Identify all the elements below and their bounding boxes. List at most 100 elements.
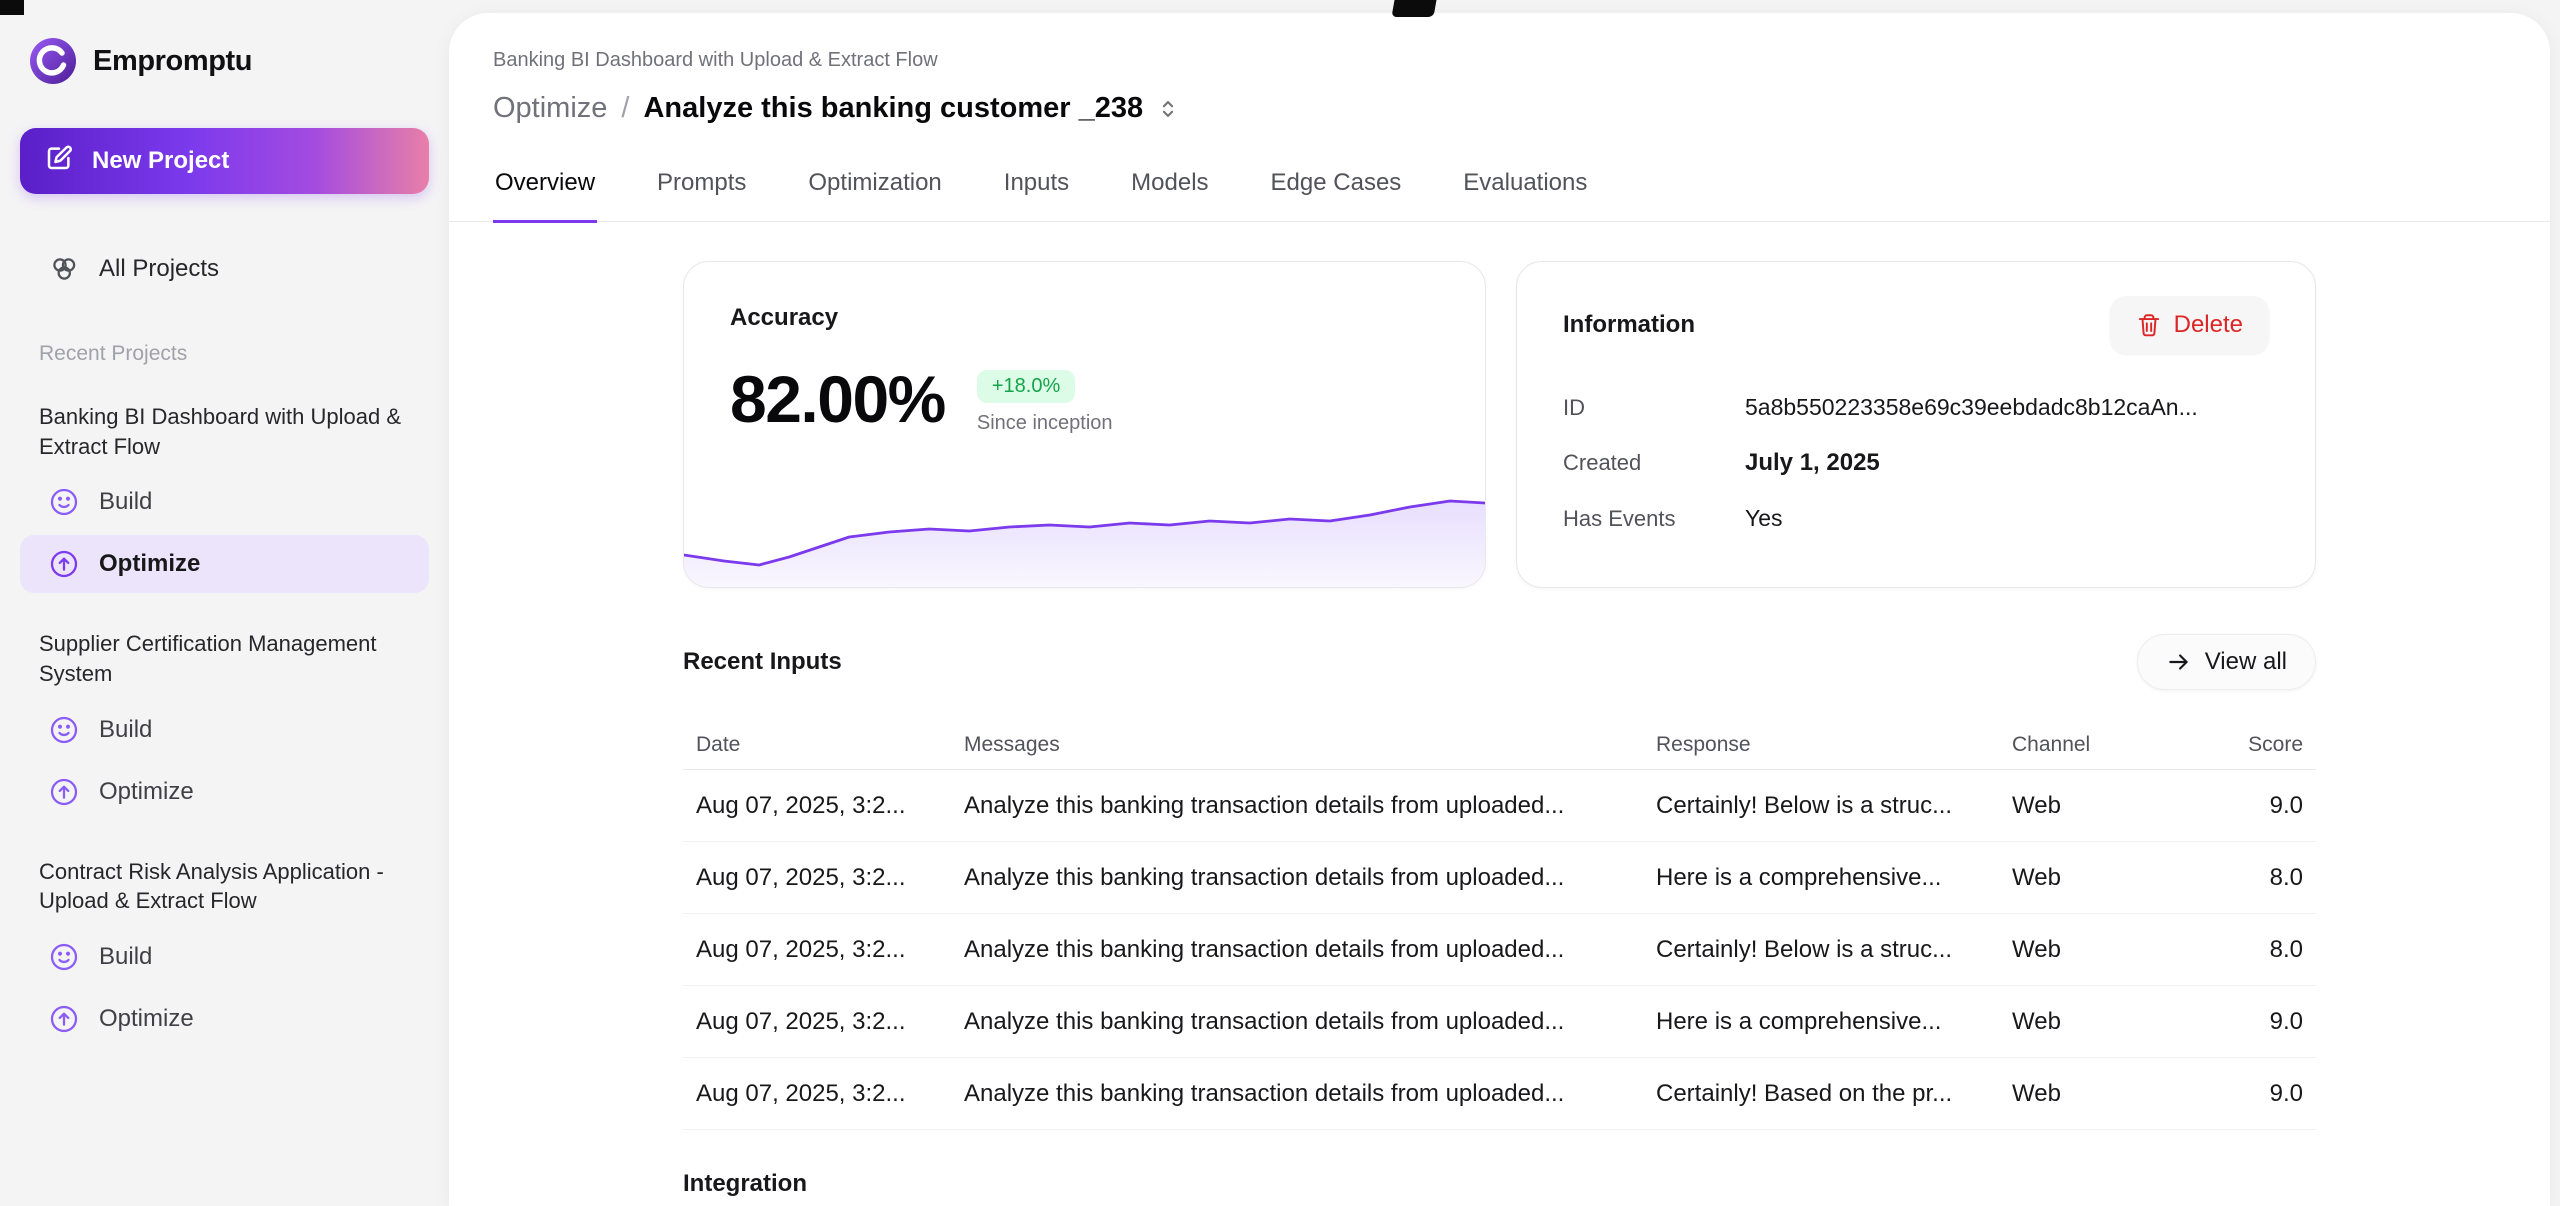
sidebar-item-optimize[interactable]: Optimize xyxy=(20,990,429,1048)
accuracy-delta-caption: Since inception xyxy=(976,412,1113,434)
cell-channel: Web xyxy=(2012,935,2061,963)
cell-response: Certainly! Below is a struc... xyxy=(1656,791,1953,819)
delete-button[interactable]: Delete xyxy=(2109,296,2269,354)
trash-icon xyxy=(2136,312,2162,338)
project-group: Contract Risk Analysis Application - Upl… xyxy=(20,849,429,1048)
cell-messages: Analyze this banking transaction details… xyxy=(964,791,1565,819)
project-name[interactable]: Banking BI Dashboard with Upload & Extra… xyxy=(39,404,401,459)
recent-projects-label: Recent Projects xyxy=(39,342,188,365)
cell-messages: Analyze this banking transaction details… xyxy=(964,863,1565,891)
smiley-build-icon xyxy=(48,486,80,518)
tab-optimization[interactable]: Optimization xyxy=(808,169,942,196)
cell-channel: Web xyxy=(2012,1007,2061,1035)
all-projects-label: All Projects xyxy=(99,255,220,282)
col-date: Date xyxy=(696,732,741,756)
view-all-label: View all xyxy=(2204,648,2287,675)
integration-title: Integration xyxy=(683,1170,807,1197)
tab-bar: Overview Prompts Optimization Inputs Mod… xyxy=(449,157,2550,223)
table-row[interactable]: Aug 07, 2025, 3:2... Analyze this bankin… xyxy=(683,770,2316,842)
optimize-label: Optimize xyxy=(99,550,201,578)
project-name[interactable]: Supplier Certification Management System xyxy=(39,631,377,687)
tab-inputs[interactable]: Inputs xyxy=(1003,169,1070,196)
cell-messages: Analyze this banking transaction details… xyxy=(964,1079,1565,1107)
cell-response: Here is a comprehensive... xyxy=(1656,863,1942,891)
project-group: Banking BI Dashboard with Upload & Extra… xyxy=(20,394,429,594)
tab-overview[interactable]: Overview xyxy=(493,157,598,223)
cell-score: 8.0 xyxy=(2269,935,2303,963)
cell-score: 9.0 xyxy=(2269,791,2303,819)
sidebar-item-optimize[interactable]: Optimize xyxy=(20,763,429,821)
cell-score: 9.0 xyxy=(2269,1007,2303,1035)
new-project-label: New Project xyxy=(92,147,230,174)
content-area: Accuracy 82.00% +18.0% Since inception xyxy=(683,261,2316,1198)
tab-models[interactable]: Models xyxy=(1131,169,1209,196)
smiley-build-icon xyxy=(48,941,80,973)
accuracy-card: Accuracy 82.00% +18.0% Since inception xyxy=(683,261,1486,588)
sidebar-item-build[interactable]: Build xyxy=(20,701,429,759)
cell-date: Aug 07, 2025, 3:2... xyxy=(696,863,906,891)
sidebar-item-build[interactable]: Build xyxy=(20,928,429,986)
cell-channel: Web xyxy=(2012,863,2061,891)
arrow-up-circle-icon xyxy=(48,1003,80,1035)
tab-evaluations[interactable]: Evaluations xyxy=(1463,169,1588,196)
cell-score: 9.0 xyxy=(2269,1079,2303,1107)
table-row[interactable]: Aug 07, 2025, 3:2... Analyze this bankin… xyxy=(683,842,2316,914)
sidebar-item-all-projects[interactable]: All Projects xyxy=(20,240,429,298)
table-row[interactable]: Aug 07, 2025, 3:2... Analyze this bankin… xyxy=(683,914,2316,986)
cell-date: Aug 07, 2025, 3:2... xyxy=(696,1079,906,1107)
accuracy-card-title: Accuracy xyxy=(730,304,839,331)
cell-response: Certainly! Below is a struc... xyxy=(1656,935,1953,963)
table-header-row: Date Messages Response Channel Score xyxy=(683,720,2316,770)
view-all-button[interactable]: View all xyxy=(2136,634,2316,690)
field-label: Created xyxy=(1563,450,1642,475)
page-title: Analyze this banking customer _238 xyxy=(643,92,1144,124)
screen-artifact xyxy=(1391,0,1437,17)
field-value: 5a8b550223358e69c39eebdadc8b12caAn... xyxy=(1745,394,2198,420)
chevron-up-down-icon[interactable] xyxy=(1157,98,1179,120)
cell-messages: Analyze this banking transaction details… xyxy=(964,935,1565,963)
cell-response: Certainly! Based on the pr... xyxy=(1656,1079,1953,1107)
build-label: Build xyxy=(99,488,153,516)
breadcrumb: Banking BI Dashboard with Upload & Extra… xyxy=(493,49,938,71)
information-card: Information Delete xyxy=(1516,261,2316,588)
col-response: Response xyxy=(1656,732,1751,756)
cell-date: Aug 07, 2025, 3:2... xyxy=(696,935,906,963)
tab-prompts[interactable]: Prompts xyxy=(657,169,747,196)
screen-artifact xyxy=(0,0,24,15)
cell-score: 8.0 xyxy=(2269,863,2303,891)
brand-name: Empromptu xyxy=(93,44,253,77)
build-label: Build xyxy=(99,943,153,971)
table-row[interactable]: Aug 07, 2025, 3:2... Analyze this bankin… xyxy=(683,986,2316,1058)
accuracy-value: 82.00% xyxy=(730,362,946,436)
title-separator: / xyxy=(621,92,630,124)
cell-date: Aug 07, 2025, 3:2... xyxy=(696,791,906,819)
recent-inputs-title: Recent Inputs xyxy=(683,648,842,675)
cell-date: Aug 07, 2025, 3:2... xyxy=(696,1007,906,1035)
new-project-button[interactable]: New Project xyxy=(20,128,429,194)
brand: Empromptu xyxy=(20,0,429,84)
project-name[interactable]: Contract Risk Analysis Application - Upl… xyxy=(39,858,384,914)
accuracy-delta-badge: +18.0% xyxy=(976,370,1076,403)
info-field-id: ID 5a8b550223358e69c39eebdadc8b12caAn... xyxy=(1563,394,2269,421)
accuracy-sparkline-area xyxy=(684,501,1485,587)
field-label: Has Events xyxy=(1563,505,1676,531)
sidebar-item-optimize[interactable]: Optimize xyxy=(20,535,429,594)
recent-inputs-table: Date Messages Response Channel Score Aug… xyxy=(683,720,2316,1130)
project-group: Supplier Certification Management System… xyxy=(20,621,429,820)
optimize-label: Optimize xyxy=(99,777,194,805)
title-prefix-optimize[interactable]: Optimize xyxy=(493,92,608,124)
accuracy-sparkline xyxy=(684,499,1485,587)
field-value: Yes xyxy=(1745,505,1783,531)
sidebar: Empromptu New Project All Projects Recen… xyxy=(0,0,449,1206)
table-row[interactable]: Aug 07, 2025, 3:2... Analyze this bankin… xyxy=(683,1058,2316,1130)
cell-channel: Web xyxy=(2012,1079,2061,1107)
page-header: Banking BI Dashboard with Upload & Extra… xyxy=(449,13,2550,125)
sidebar-item-build[interactable]: Build xyxy=(20,473,429,531)
col-score: Score xyxy=(2248,732,2303,756)
col-channel: Channel xyxy=(2012,732,2091,756)
brand-logo-icon xyxy=(30,38,76,84)
main-panel: Banking BI Dashboard with Upload & Extra… xyxy=(449,13,2550,1206)
build-label: Build xyxy=(99,715,153,743)
field-value: July 1, 2025 xyxy=(1745,449,1880,476)
tab-edge-cases[interactable]: Edge Cases xyxy=(1270,169,1402,196)
